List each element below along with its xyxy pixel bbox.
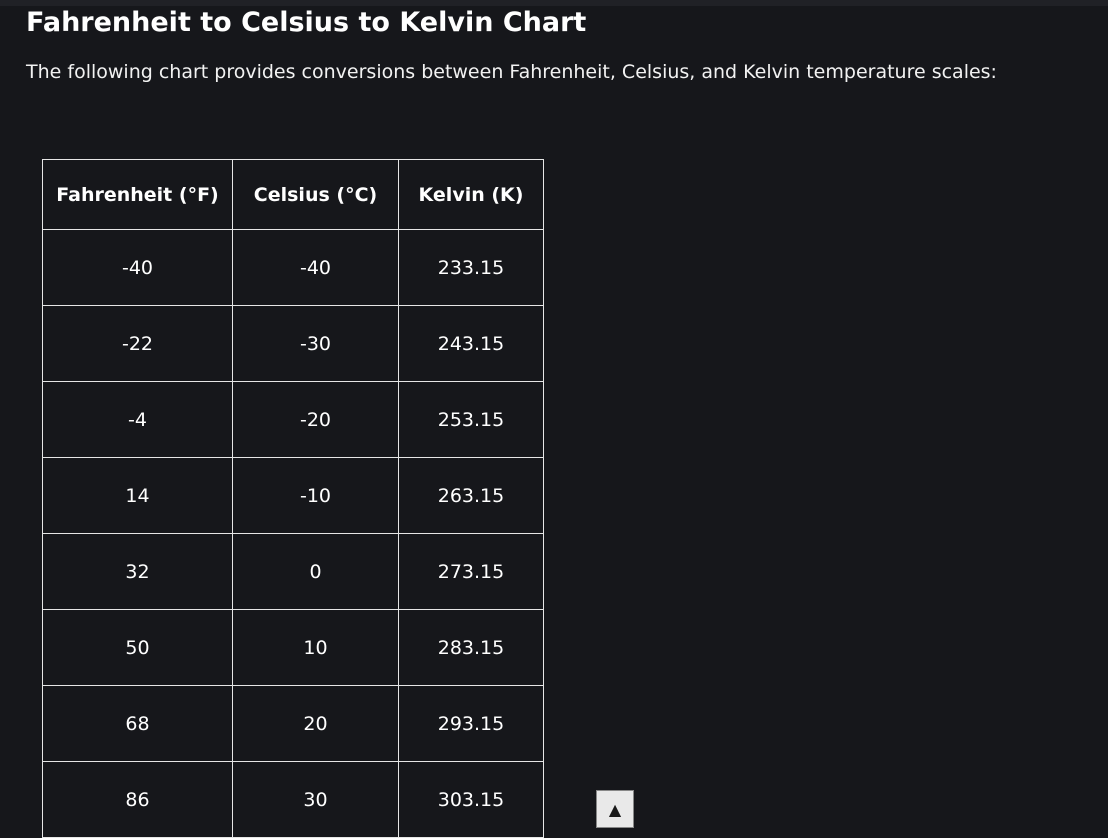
kelvin-cell: 273.15 xyxy=(398,533,544,610)
table-row: -22 -30 243.15 xyxy=(42,305,544,382)
conversion-table: Fahrenheit (°F) Celsius (°C) Kelvin (K) … xyxy=(42,159,544,838)
fahrenheit-cell: 50 xyxy=(42,609,233,686)
kelvin-cell: 283.15 xyxy=(398,609,544,686)
intro-paragraph: The following chart provides conversions… xyxy=(26,61,997,83)
table-row: -4 -20 253.15 xyxy=(42,381,544,458)
fahrenheit-cell: -40 xyxy=(42,229,233,306)
conversion-table-container: Fahrenheit (°F) Celsius (°C) Kelvin (K) … xyxy=(42,159,544,838)
header-kelvin: Kelvin (K) xyxy=(398,159,544,230)
celsius-cell: 30 xyxy=(232,761,399,838)
table-row: 32 0 273.15 xyxy=(42,533,544,610)
top-bar xyxy=(0,0,1108,6)
table-row: 86 30 303.15 xyxy=(42,761,544,838)
kelvin-cell: 303.15 xyxy=(398,761,544,838)
fahrenheit-cell: -22 xyxy=(42,305,233,382)
fahrenheit-cell: 68 xyxy=(42,685,233,762)
table-row: 68 20 293.15 xyxy=(42,685,544,762)
kelvin-cell: 253.15 xyxy=(398,381,544,458)
fahrenheit-cell: 86 xyxy=(42,761,233,838)
fahrenheit-cell: 32 xyxy=(42,533,233,610)
table-header-row: Fahrenheit (°F) Celsius (°C) Kelvin (K) xyxy=(42,159,544,230)
kelvin-cell: 243.15 xyxy=(398,305,544,382)
celsius-cell: 20 xyxy=(232,685,399,762)
scroll-to-top-button[interactable]: ▲ xyxy=(596,790,634,828)
table-row: -40 -40 233.15 xyxy=(42,229,544,306)
header-celsius: Celsius (°C) xyxy=(232,159,399,230)
table-row: 50 10 283.15 xyxy=(42,609,544,686)
celsius-cell: -10 xyxy=(232,457,399,534)
kelvin-cell: 233.15 xyxy=(398,229,544,306)
celsius-cell: 10 xyxy=(232,609,399,686)
up-triangle-icon: ▲ xyxy=(608,799,622,819)
header-fahrenheit: Fahrenheit (°F) xyxy=(42,159,233,230)
fahrenheit-cell: 14 xyxy=(42,457,233,534)
kelvin-cell: 293.15 xyxy=(398,685,544,762)
page-title: Fahrenheit to Celsius to Kelvin Chart xyxy=(26,7,587,38)
celsius-cell: -30 xyxy=(232,305,399,382)
table-row: 14 -10 263.15 xyxy=(42,457,544,534)
celsius-cell: -40 xyxy=(232,229,399,306)
celsius-cell: -20 xyxy=(232,381,399,458)
celsius-cell: 0 xyxy=(232,533,399,610)
kelvin-cell: 263.15 xyxy=(398,457,544,534)
fahrenheit-cell: -4 xyxy=(42,381,233,458)
